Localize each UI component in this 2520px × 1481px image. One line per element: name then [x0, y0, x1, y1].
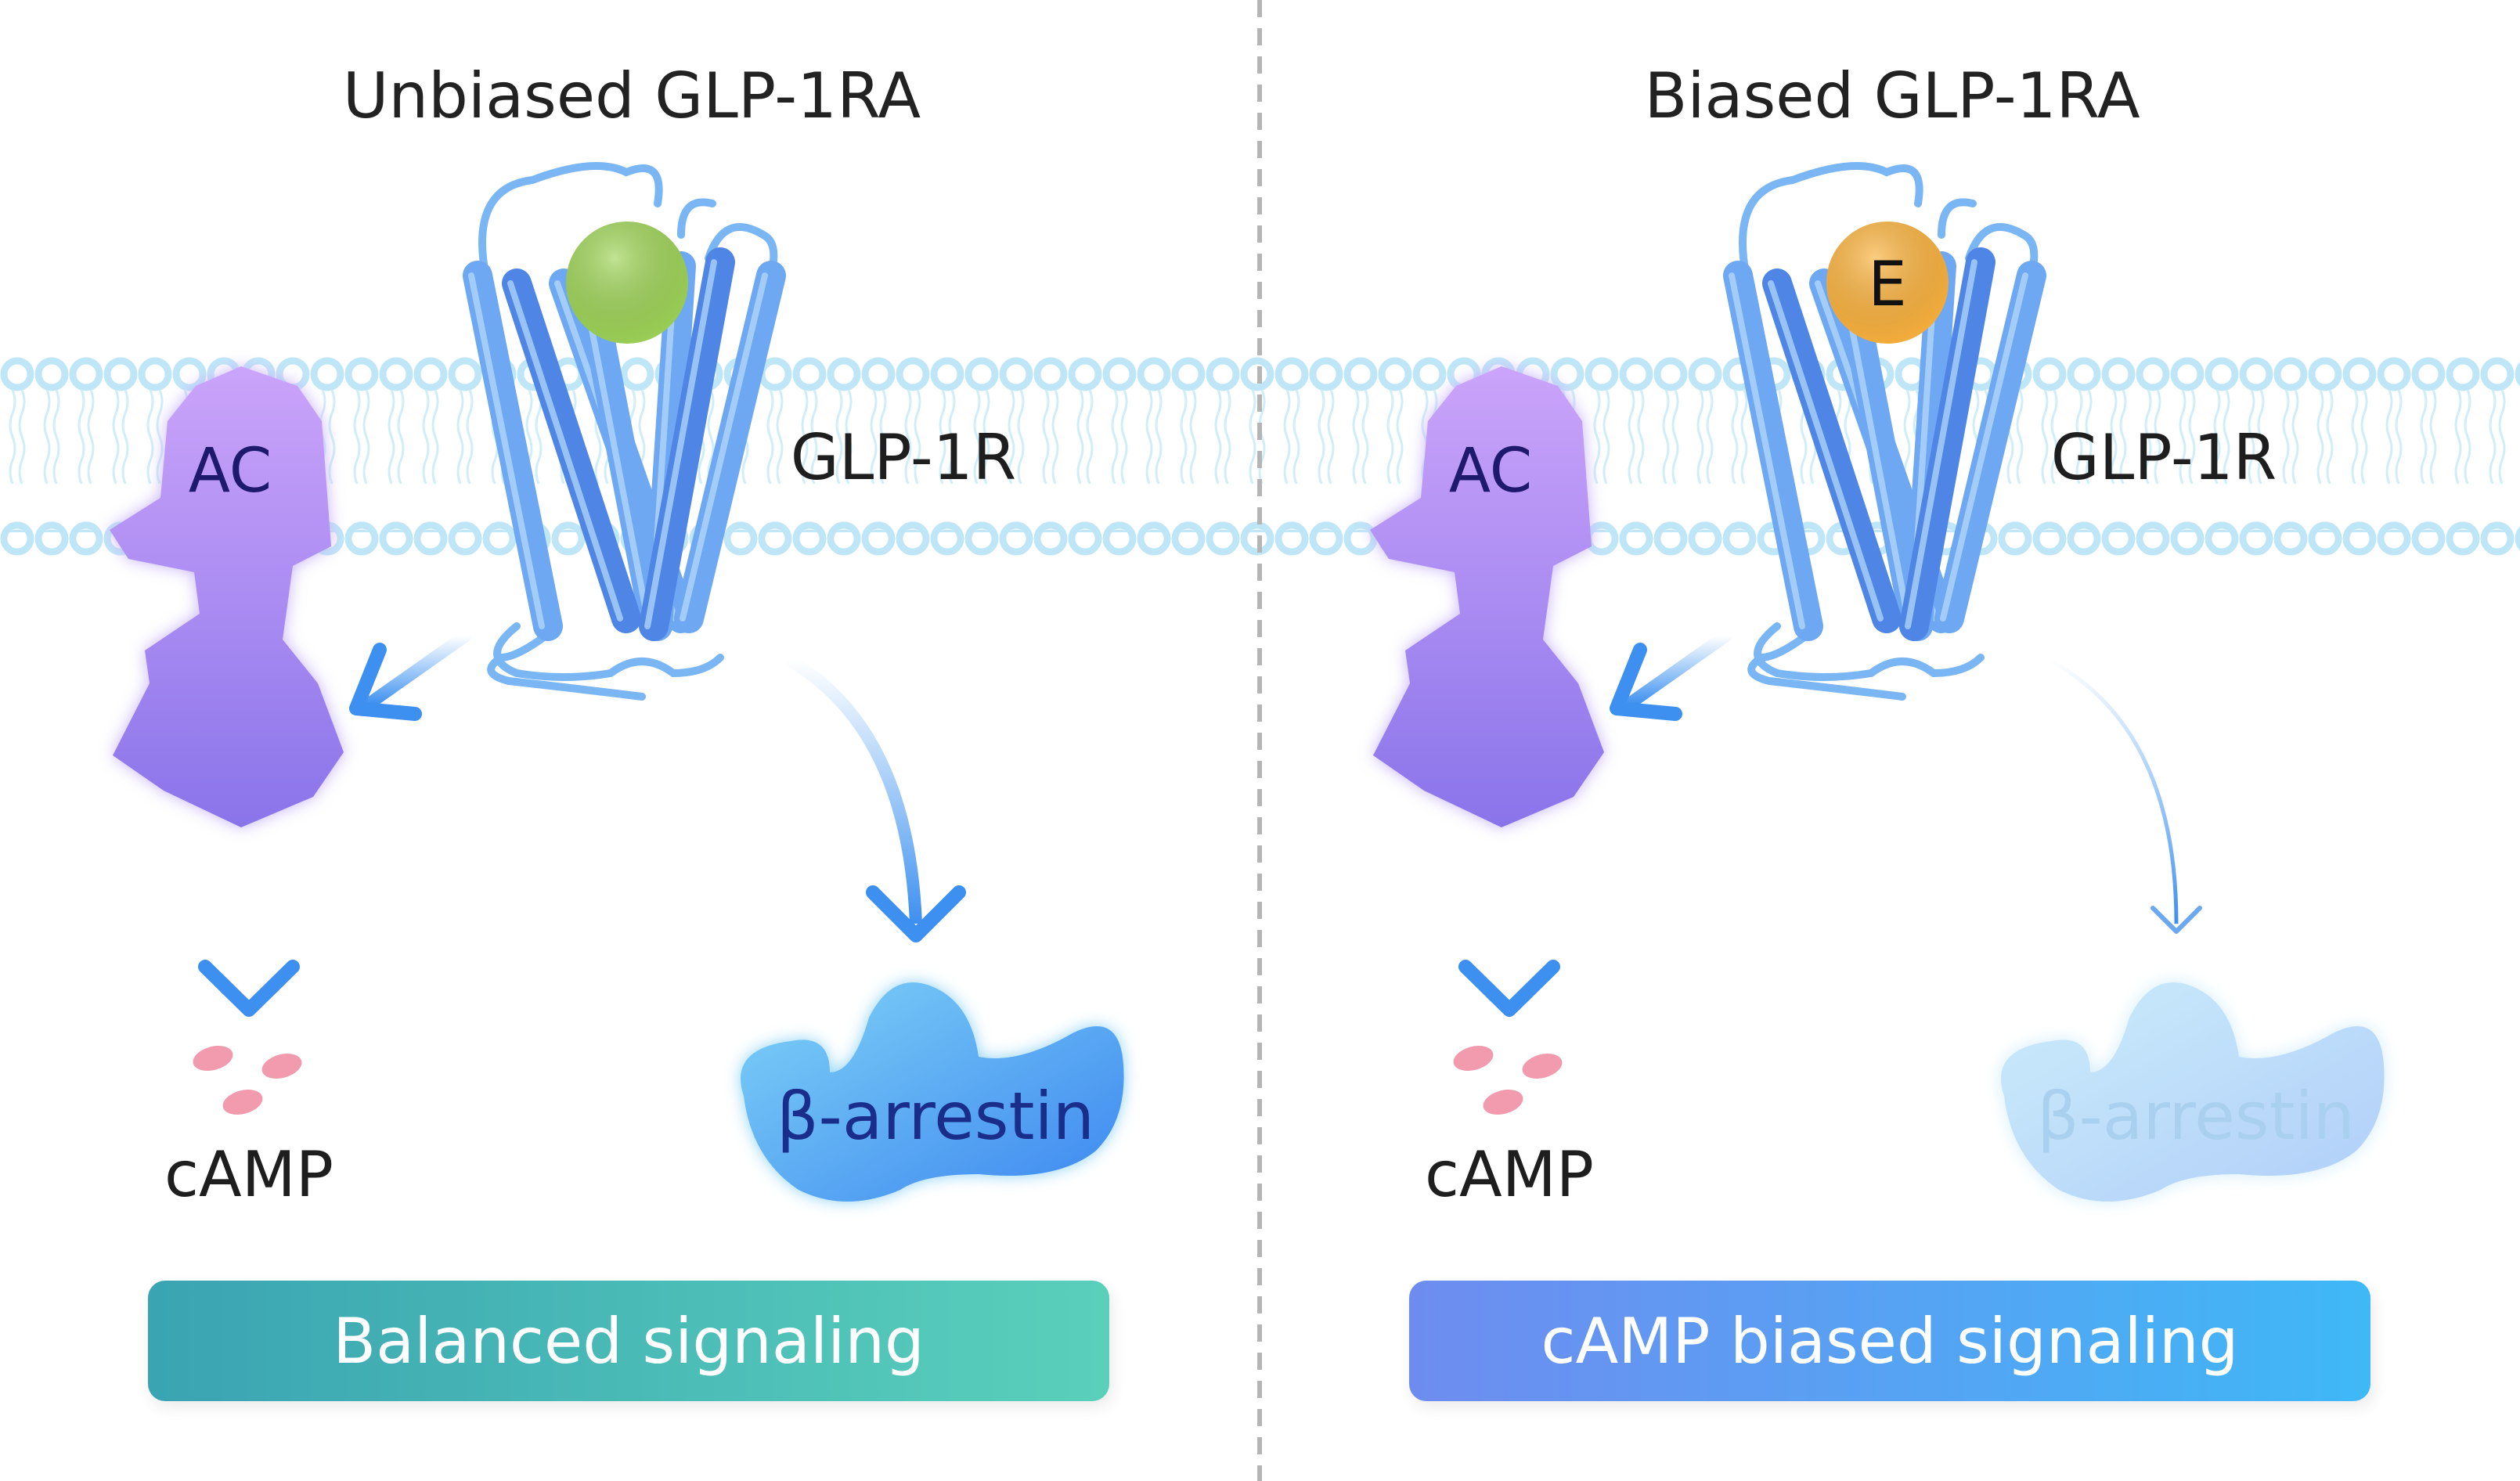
arrowhead-icon [2150, 906, 2202, 934]
adenylyl-cyclase-shape [110, 366, 344, 827]
camp-molecule-icon [1453, 1046, 1494, 1071]
camp-molecule-icon [193, 1046, 233, 1071]
transmembrane-helix [463, 261, 563, 641]
arrestin-label: β-arrestin [2037, 1078, 2355, 1155]
ligand-label: E [1868, 250, 1906, 320]
transmembrane-helix [1762, 268, 1902, 633]
camp-molecule-icon [1522, 1054, 1563, 1079]
transmembrane-helix [639, 247, 735, 641]
transmembrane-helix [580, 298, 669, 633]
transmembrane-helix [674, 261, 786, 633]
arrestin-recruitment-arrow [784, 654, 922, 924]
camp-molecule-icon [261, 1054, 302, 1079]
signaling-banner-label: Balanced signaling [333, 1305, 925, 1378]
arrestin-recruitment-arrow [2046, 657, 2179, 924]
beta-arrestin: β-arrestin [2001, 982, 2385, 1202]
arrowhead-icon [349, 643, 422, 721]
panel-title: Biased GLP-1RA [1644, 59, 2140, 132]
signaling-banner [1409, 1281, 2370, 1401]
panel-unbiased: Unbiased GLP-1RA AC GLP-1R cAMP β-arrestin Ba… [110, 59, 1124, 1407]
arrowhead-icon [866, 885, 966, 942]
adenylyl-cyclase-shape [1370, 366, 1604, 827]
transmembrane-helix [1899, 247, 1995, 641]
beta-arrestin: β-arrestin [741, 982, 1124, 1202]
panel-title: Unbiased GLP-1RA [343, 59, 921, 132]
signaling-banner-label: cAMP biased signaling [1541, 1305, 2239, 1378]
receptor-label: GLP-1R [2051, 421, 2277, 494]
receptor-label: GLP-1R [791, 421, 1016, 494]
camp-molecule-icon [1483, 1090, 1523, 1115]
activation-arrow-ac [362, 629, 472, 711]
camp-label: cAMP [1425, 1138, 1594, 1211]
enzyme-label: AC [189, 436, 272, 506]
arrowhead-icon [1458, 960, 1560, 1017]
arrestin-label: β-arrestin [777, 1078, 1094, 1155]
camp-label: cAMP [164, 1138, 333, 1211]
glp1-receptor [1723, 162, 2046, 701]
transmembrane-helix [1934, 261, 2046, 633]
transmembrane-helix [1723, 261, 1823, 641]
camp-molecule-icon [222, 1090, 263, 1115]
arrowhead-icon [198, 960, 300, 1017]
panel-biased: Biased GLP-1RA AC E GLP-1R cAMP β-arrestin cAM… [1370, 59, 2385, 1407]
activation-arrow-ac [1622, 629, 1732, 711]
glp1-receptor [463, 162, 786, 701]
transmembrane-helix [1840, 298, 1929, 633]
signaling-banner [148, 1281, 1109, 1401]
arrowhead-icon [1610, 643, 1682, 721]
enzyme-label: AC [1449, 436, 1532, 506]
transmembrane-helix [502, 268, 641, 633]
